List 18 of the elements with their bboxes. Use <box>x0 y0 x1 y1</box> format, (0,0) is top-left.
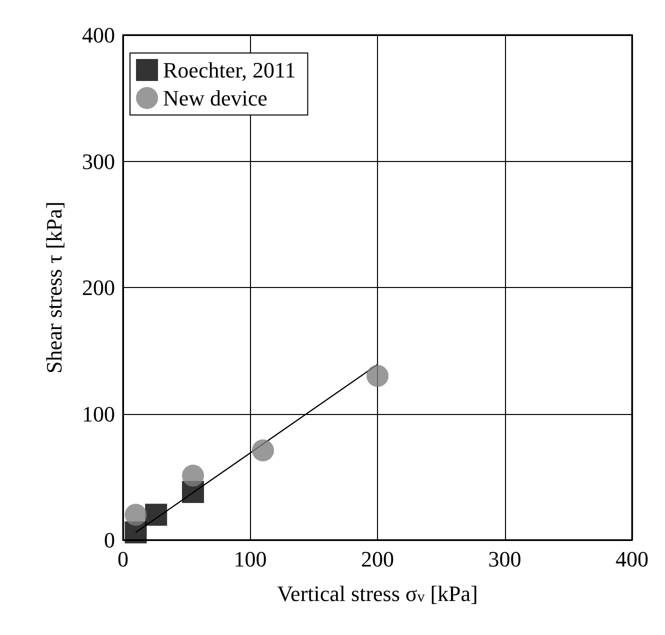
x-tick-label: 100 <box>234 546 267 572</box>
point <box>252 439 274 462</box>
y-tick-label: 0 <box>104 528 115 552</box>
point <box>182 464 204 487</box>
legend-label: New device <box>163 86 268 110</box>
point <box>366 364 388 387</box>
x-tick-label: 300 <box>488 546 522 572</box>
point <box>124 504 147 526</box>
x-tick-label: 400 <box>616 546 648 572</box>
x-tick-label: 200 <box>361 546 394 572</box>
point <box>145 504 168 526</box>
y-tick-label: 100 <box>82 401 115 426</box>
y-axis-title: Shear stress τ [kPa] <box>42 202 66 374</box>
legend-label: Roechter, 2011 <box>163 58 296 82</box>
y-tick-label: 200 <box>82 275 115 300</box>
y-tick-label: 300 <box>82 148 115 174</box>
y-tick-label: 400 <box>82 22 115 48</box>
x-axis-title: Vertical stress σv [kPa] <box>277 581 478 606</box>
